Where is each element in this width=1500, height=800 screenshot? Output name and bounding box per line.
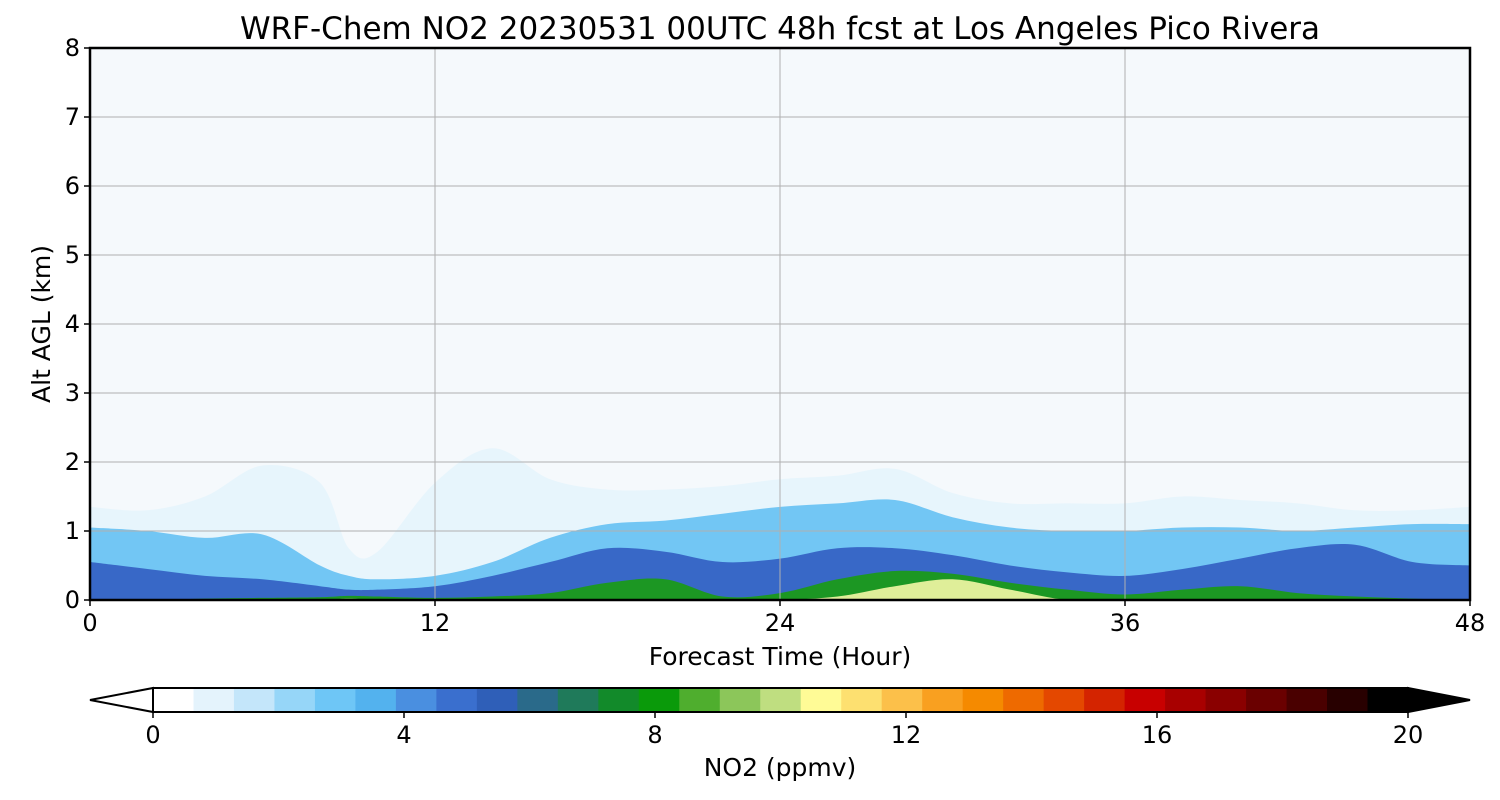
colorbar-segment: [1246, 688, 1288, 712]
colorbar-segment: [355, 688, 397, 712]
colorbar-tick-label: 16: [1142, 721, 1173, 749]
chart-title: WRF-Chem NO2 20230531 00UTC 48h fcst at …: [240, 11, 1320, 47]
colorbar-tick-label: 12: [891, 721, 922, 749]
colorbar-segment: [800, 688, 842, 712]
colorbar-segment: [1084, 688, 1126, 712]
colorbar-tick-label: 0: [145, 721, 160, 749]
colorbar-segment: [841, 688, 883, 712]
colorbar-segment: [1367, 688, 1409, 712]
colorbar-segment: [1043, 688, 1085, 712]
x-axis-label: Forecast Time (Hour): [649, 642, 912, 671]
grid-lines: [90, 48, 1470, 600]
x-axis-ticks: 0 12 24 36 48: [82, 600, 1485, 637]
colorbar-segment: [1205, 688, 1247, 712]
colorbar-tick-label: 8: [647, 721, 662, 749]
colorbar-segment: [314, 688, 357, 712]
colorbar-segment: [436, 688, 478, 712]
colorbar-segment: [274, 688, 316, 712]
colorbar-frame: [152, 687, 1409, 713]
y-tick-label: 8: [65, 34, 80, 62]
colorbar: 0 4 8 12 16 20 NO2 (ppmv): [89, 686, 1471, 782]
colorbar-segment: [881, 688, 923, 712]
y-tick-label: 0: [65, 586, 80, 614]
colorbar-segment: [638, 688, 680, 712]
colorbar-segment: [679, 688, 721, 712]
colorbar-segment: [922, 688, 964, 712]
colorbar-label: NO2 (ppmv): [704, 753, 857, 782]
x-tick-label: 24: [765, 609, 796, 637]
x-tick-label: 12: [420, 609, 451, 637]
colorbar-segment: [598, 688, 640, 712]
colorbar-segment: [557, 688, 599, 712]
colorbar-segment: [1286, 688, 1328, 712]
y-tick-label: 5: [65, 241, 80, 269]
colorbar-segment: [1327, 688, 1369, 712]
colorbar-segment: [153, 688, 195, 712]
colorbar-segment: [962, 688, 1004, 712]
colorbar-segment: [517, 688, 559, 712]
x-tick-label: 0: [82, 609, 97, 637]
colorbar-segments: [153, 688, 1409, 712]
colorbar-extend-low: [89, 686, 154, 714]
y-tick-label: 7: [65, 103, 80, 131]
colorbar-segment: [719, 688, 761, 712]
colorbar-tick-label: 4: [396, 721, 411, 749]
y-tick-label: 6: [65, 172, 80, 200]
y-tick-label: 3: [65, 379, 80, 407]
y-tick-label: 1: [65, 517, 80, 545]
y-axis-ticks: 0 1 2 3 4 5 6 7 8: [65, 34, 90, 614]
x-tick-label: 36: [1110, 609, 1141, 637]
colorbar-segment: [233, 688, 276, 712]
colorbar-segment: [760, 688, 802, 712]
colorbar-extend-high: [1407, 686, 1471, 714]
colorbar-ticks: 0 4 8 12 16 20: [145, 712, 1423, 749]
colorbar-segment: [193, 688, 235, 712]
colorbar-segment: [1124, 688, 1166, 712]
colorbar-tick-label: 20: [1393, 721, 1424, 749]
x-tick-label: 48: [1455, 609, 1486, 637]
colorbar-segment: [1003, 688, 1045, 712]
colorbar-segment: [476, 688, 518, 712]
y-tick-label: 4: [65, 310, 80, 338]
y-tick-label: 2: [65, 448, 80, 476]
colorbar-segment: [1165, 688, 1207, 712]
y-axis-label: Alt AGL (km): [27, 245, 56, 403]
colorbar-segment: [395, 688, 437, 712]
